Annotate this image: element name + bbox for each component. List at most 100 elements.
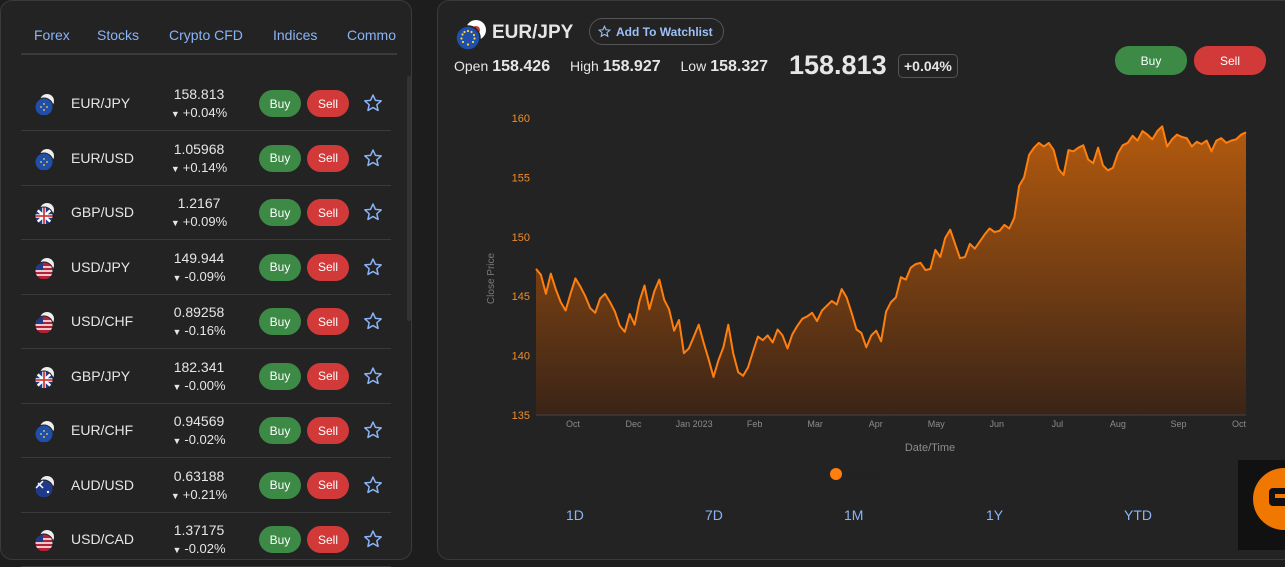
triangle-down-icon: ▼ bbox=[172, 272, 182, 283]
list-scrollbar[interactable] bbox=[407, 76, 411, 321]
sell-button[interactable]: Sell bbox=[307, 417, 349, 444]
pair-title: EUR/JPY bbox=[492, 22, 574, 43]
star-icon[interactable] bbox=[363, 420, 383, 440]
au-flag-icon bbox=[33, 475, 55, 498]
buy-button[interactable]: Buy bbox=[259, 526, 301, 553]
instrument-change: ▼ -0.02% bbox=[151, 541, 247, 556]
star-icon[interactable] bbox=[363, 257, 383, 277]
legend-marker bbox=[830, 468, 842, 480]
price-stats: Open 158.426 High 158.927 Low 158.327 bbox=[454, 58, 784, 76]
instrument-price: 1.37175 bbox=[173, 522, 225, 538]
star-icon[interactable] bbox=[363, 311, 383, 331]
star-icon[interactable] bbox=[363, 93, 383, 113]
buy-button[interactable]: Buy bbox=[259, 417, 301, 444]
x-tick-label: Jul bbox=[1052, 419, 1064, 429]
sell-button[interactable]: Sell bbox=[307, 144, 349, 172]
star-icon[interactable] bbox=[363, 366, 383, 386]
range-tab-1d[interactable]: 1D bbox=[566, 507, 584, 523]
eu-flag-icon bbox=[33, 420, 55, 444]
y-axis-label: Close Price bbox=[486, 253, 497, 305]
open-label: Open bbox=[454, 58, 489, 74]
category-tabs: Forex Stocks Crypto CFD Indices Commo bbox=[21, 27, 397, 55]
buy-button[interactable]: Buy bbox=[259, 308, 301, 335]
instrument-row[interactable]: EUR/CHF 0.94569 ▼ -0.02% Buy Sell bbox=[21, 403, 391, 458]
star-icon[interactable] bbox=[363, 202, 383, 222]
tab-commodities[interactable]: Commo bbox=[347, 27, 397, 43]
instrument-change-value: +0.09% bbox=[182, 214, 228, 229]
detail-buy-button[interactable]: Buy bbox=[1115, 46, 1187, 75]
triangle-down-icon: ▼ bbox=[170, 163, 180, 174]
buy-button[interactable]: Buy bbox=[259, 253, 301, 281]
instrument-symbol: USD/CHF bbox=[71, 313, 134, 329]
instrument-symbol: EUR/CHF bbox=[71, 422, 134, 438]
tab-forex[interactable]: Forex bbox=[34, 27, 70, 43]
range-tab-7d[interactable]: 7D bbox=[705, 507, 723, 523]
add-to-watchlist-label: Add To Watchlist bbox=[616, 24, 713, 39]
chart-area bbox=[536, 126, 1246, 416]
x-tick-label: Dec bbox=[626, 419, 643, 429]
instrument-row[interactable]: USD/JPY 149.944 ▼ -0.09% Buy Sell bbox=[21, 240, 391, 295]
y-tick-label: 140 bbox=[512, 351, 530, 363]
sell-button[interactable]: Sell bbox=[307, 362, 349, 390]
buy-button[interactable]: Buy bbox=[259, 144, 301, 172]
x-tick-label: Aug bbox=[1110, 419, 1126, 429]
sell-button[interactable]: Sell bbox=[307, 199, 349, 226]
instrument-row[interactable]: EUR/USD 1.05968 ▼ +0.14% Buy Sell bbox=[21, 131, 391, 186]
tab-crypto-cfd[interactable]: Crypto CFD bbox=[169, 27, 243, 43]
instrument-list-panel: Forex Stocks Crypto CFD Indices Commo EU… bbox=[0, 0, 412, 567]
instrument-symbol: USD/JPY bbox=[71, 258, 131, 275]
star-icon[interactable] bbox=[363, 475, 383, 495]
star-icon[interactable] bbox=[363, 529, 383, 549]
chat-bubble-icon[interactable] bbox=[1253, 468, 1285, 530]
change-badge: +0.04% bbox=[898, 54, 958, 78]
instrument-change: ▼ +0.14% bbox=[151, 160, 247, 175]
buy-button[interactable]: Buy bbox=[259, 362, 301, 390]
sell-button[interactable]: Sell bbox=[307, 90, 349, 117]
sell-button[interactable]: Sell bbox=[307, 526, 349, 553]
legend-label: EUR/JPY bbox=[847, 469, 894, 481]
us-flag-icon bbox=[33, 311, 55, 335]
instrument-row[interactable]: GBP/JPY 182.341 ▼ -0.00% Buy Sell bbox=[21, 349, 391, 404]
sell-button[interactable]: Sell bbox=[307, 471, 349, 499]
gb-flag-icon bbox=[33, 202, 55, 226]
low-label: Low bbox=[680, 58, 707, 74]
tab-stocks[interactable]: Stocks bbox=[97, 27, 140, 43]
instrument-price: 158.813 bbox=[173, 86, 225, 102]
add-to-watchlist-button[interactable]: Add To Watchlist bbox=[589, 18, 724, 45]
y-tick-label: 160 bbox=[512, 113, 530, 125]
instrument-row[interactable]: GBP/USD 1.2167 ▼ +0.09% Buy Sell bbox=[21, 185, 391, 240]
buy-button[interactable]: Buy bbox=[259, 199, 301, 226]
instrument-symbol: AUD/USD bbox=[71, 476, 135, 493]
detail-sell-button[interactable]: Sell bbox=[1194, 46, 1266, 75]
buy-button[interactable]: Buy bbox=[259, 471, 301, 499]
low-value: 158.327 bbox=[710, 58, 769, 75]
chat-widget[interactable] bbox=[1238, 460, 1285, 550]
instrument-row[interactable]: AUD/USD 0.63188 ▼ +0.21% Buy Sell bbox=[21, 458, 391, 513]
instrument-price: 149.944 bbox=[173, 249, 225, 266]
high-value: 158.927 bbox=[602, 58, 661, 75]
instrument-row[interactable]: EUR/JPY 158.813 ▼ +0.04% Buy Sell bbox=[21, 76, 391, 131]
instrument-change: ▼ -0.00% bbox=[151, 378, 247, 393]
range-tab-1y[interactable]: 1Y bbox=[986, 507, 1004, 523]
eu-flag-icon bbox=[33, 93, 55, 117]
buy-button[interactable]: Buy bbox=[259, 90, 301, 117]
instrument-symbol: GBP/JPY bbox=[71, 367, 131, 384]
y-tick-label: 155 bbox=[512, 172, 530, 184]
sell-button[interactable]: Sell bbox=[307, 253, 349, 281]
instrument-row[interactable]: USD/CAD 1.37175 ▼ -0.02% Buy Sell bbox=[21, 512, 391, 567]
x-tick-label: Feb bbox=[747, 419, 763, 429]
star-icon[interactable] bbox=[363, 148, 383, 168]
price-chart[interactable]: 160 155 150 145 140 135 Oct Dec Jan 2023 Feb Mar Ap… bbox=[438, 101, 1258, 486]
open-value: 158.426 bbox=[492, 58, 551, 75]
range-tab-ytd[interactable]: YTD bbox=[1124, 507, 1152, 523]
instrument-row[interactable]: USD/CHF 0.89258 ▼ -0.16% Buy Sell bbox=[21, 294, 391, 349]
range-tab-1m[interactable]: 1M bbox=[844, 507, 864, 523]
tab-indices[interactable]: Indices bbox=[273, 27, 318, 43]
instrument-change-value: +0.04% bbox=[182, 105, 228, 120]
sell-button[interactable]: Sell bbox=[307, 308, 349, 335]
instrument-price: 1.05968 bbox=[173, 140, 225, 157]
triangle-down-icon: ▼ bbox=[170, 218, 180, 228]
triangle-down-icon: ▼ bbox=[170, 490, 180, 501]
last-price: 158.813 bbox=[789, 50, 887, 80]
instrument-change: ▼ +0.21% bbox=[151, 487, 247, 502]
